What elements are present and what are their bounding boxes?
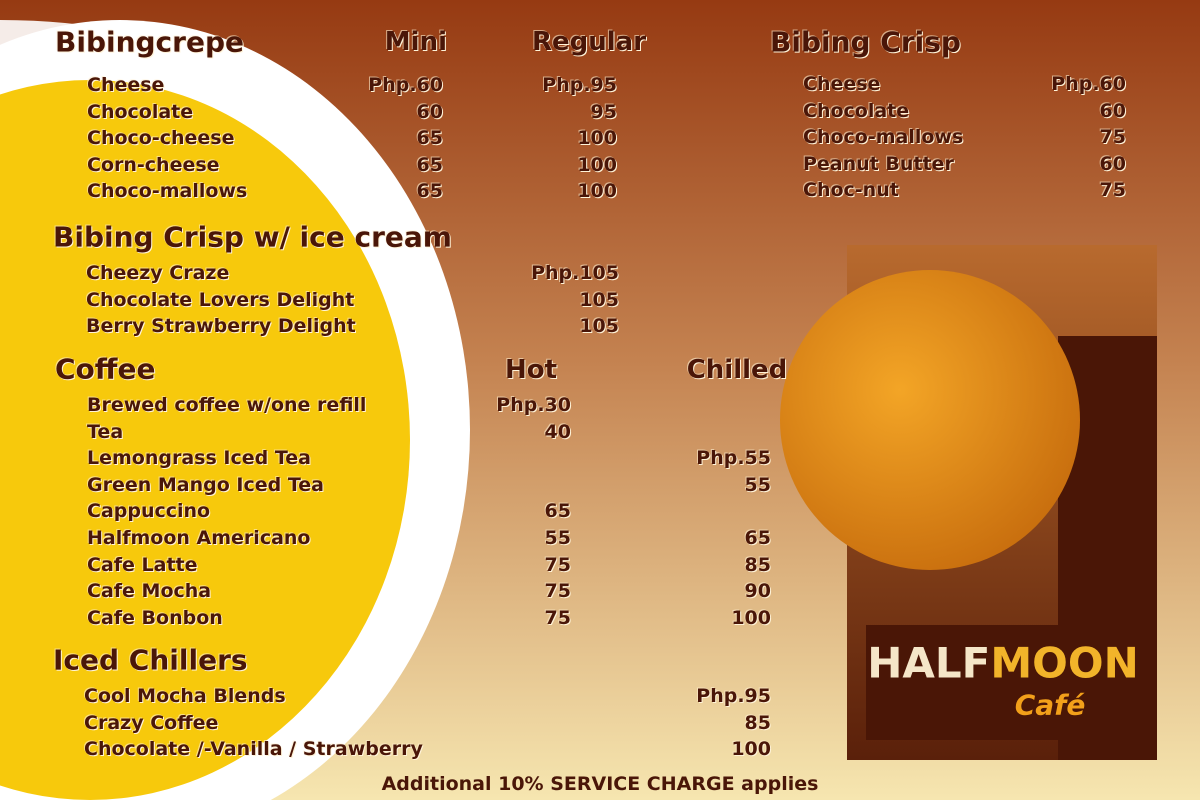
footer: Additional 10% SERVICE CHARGE applies bbox=[381, 773, 819, 795]
column-header: Chilled bbox=[686, 355, 788, 385]
item-name: Peanut Butter bbox=[803, 152, 954, 175]
item-price: 85 bbox=[744, 553, 771, 576]
column-header: Mini bbox=[384, 27, 447, 57]
item-price: 65 bbox=[416, 180, 443, 203]
brand-half: HALF bbox=[867, 638, 991, 688]
item-name: Choco-cheese bbox=[87, 127, 235, 150]
item-name: Cheezy Craze bbox=[86, 262, 230, 284]
brush-stroke bbox=[0, 20, 400, 200]
item-name: Crazy Coffee bbox=[84, 711, 219, 734]
item-price: 65 bbox=[744, 527, 771, 549]
item-name: Chocolate Lovers Delight bbox=[86, 288, 355, 311]
item-name: Corn-cheese bbox=[87, 153, 220, 176]
item-name: Green Mango Iced Tea bbox=[87, 473, 324, 496]
logo-label bbox=[866, 625, 1138, 740]
item-name: Choc-nut bbox=[803, 179, 899, 202]
item-price: 100 bbox=[577, 127, 617, 150]
item-name: Chocolate bbox=[803, 99, 910, 122]
item-price: Php.95 bbox=[696, 685, 771, 707]
item-name: Cafe Bonbon bbox=[87, 606, 223, 629]
item-price: Php.60 bbox=[1051, 73, 1126, 95]
brand-moon: MOON bbox=[990, 638, 1139, 688]
logo-brand: HALFMOON bbox=[867, 639, 1138, 688]
item-price: 65 bbox=[416, 127, 443, 150]
item-price: 105 bbox=[579, 315, 619, 338]
section-title: Bibingcrepe bbox=[55, 25, 244, 59]
column-header: Regular bbox=[531, 27, 647, 57]
item-price: Php.30 bbox=[496, 394, 571, 416]
item-price: 100 bbox=[577, 153, 617, 176]
item-price: 100 bbox=[577, 180, 617, 203]
item-price: 75 bbox=[1099, 179, 1126, 202]
item-price: Php.105 bbox=[531, 262, 619, 284]
item-name: Halfmoon Americano bbox=[87, 527, 311, 549]
item-name: Chocolate bbox=[87, 100, 194, 123]
item-price: Php.55 bbox=[696, 447, 771, 470]
item-price: 60 bbox=[1099, 99, 1126, 122]
item-name: Brewed coffee w/one refill bbox=[87, 394, 367, 416]
item-name: Tea bbox=[87, 420, 124, 443]
item-name: Choco-mallows bbox=[87, 180, 248, 203]
item-price: 40 bbox=[544, 420, 571, 443]
item-price: 100 bbox=[731, 738, 771, 761]
item-price: 75 bbox=[1099, 126, 1126, 149]
item-name: Cafe Mocha bbox=[87, 580, 212, 603]
item-name: Cheese bbox=[87, 74, 165, 96]
item-price: 90 bbox=[744, 580, 771, 603]
item-price: 65 bbox=[416, 153, 443, 176]
item-name: Cool Mocha Blends bbox=[84, 685, 286, 707]
logo-moon bbox=[780, 270, 1080, 570]
item-price: 105 bbox=[579, 288, 619, 311]
item-price: 55 bbox=[544, 527, 571, 549]
item-name: Cafe Latte bbox=[87, 553, 198, 576]
item-price: 75 bbox=[544, 580, 571, 603]
item-price: 95 bbox=[590, 100, 617, 123]
item-price: Php.95 bbox=[542, 74, 617, 96]
section-title: Coffee bbox=[55, 352, 156, 386]
item-price: 85 bbox=[744, 711, 771, 734]
section-title: Bibing Crisp bbox=[770, 25, 961, 59]
item-name: Cheese bbox=[803, 73, 881, 95]
section-title: Bibing Crisp w/ ice cream bbox=[53, 220, 452, 254]
section-title: Iced Chillers bbox=[53, 643, 248, 677]
item-price: 55 bbox=[744, 473, 771, 496]
item-name: Choco-mallows bbox=[803, 126, 964, 149]
item-name: Chocolate /-Vanilla / Strawberry bbox=[84, 738, 423, 761]
item-price: 100 bbox=[731, 606, 771, 629]
item-name: Berry Strawberry Delight bbox=[86, 315, 356, 338]
logo-subtitle: Café bbox=[1014, 688, 1086, 722]
item-name: Lemongrass Iced Tea bbox=[87, 447, 311, 470]
yellow-moon bbox=[0, 80, 410, 800]
item-price: 75 bbox=[544, 553, 571, 576]
column-header: Hot bbox=[504, 355, 558, 385]
item-name: Cappuccino bbox=[87, 500, 211, 523]
item-price: 75 bbox=[544, 606, 571, 629]
item-price: 65 bbox=[544, 500, 571, 523]
item-price: Php.60 bbox=[368, 74, 443, 96]
item-price: 60 bbox=[416, 100, 443, 123]
item-price: 60 bbox=[1099, 152, 1126, 175]
